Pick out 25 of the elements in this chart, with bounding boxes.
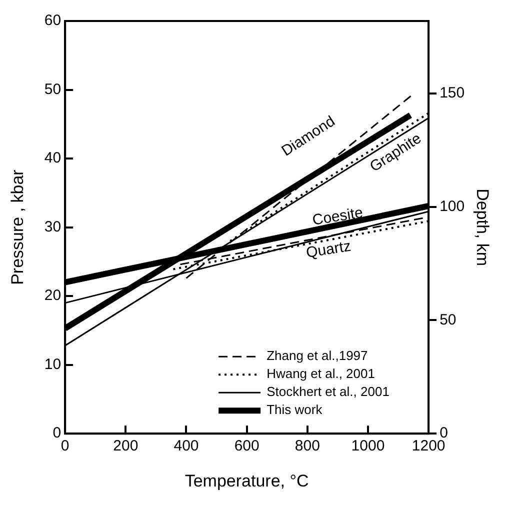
legend-label: Stockhert et al., 2001 <box>266 384 390 400</box>
annotation: Coesite <box>311 204 364 230</box>
x-tick-label: 800 <box>294 438 320 455</box>
y-tick-label: 20 <box>44 287 62 304</box>
y-tick-label: 40 <box>44 150 62 167</box>
x-tick-label: 600 <box>234 438 260 455</box>
y-tick-label: 50 <box>44 80 62 98</box>
annotation: Quartz <box>304 238 352 262</box>
x-axis-title: Temperature, °C <box>184 471 309 490</box>
legend-label: Zhang et al.,1997 <box>266 348 368 364</box>
y-tick-label: 60 <box>44 12 62 30</box>
y-axis-title: Pressure , kbar <box>8 169 27 285</box>
x-tick-label: 200 <box>113 438 138 455</box>
y2-tick-label: 150 <box>440 84 465 102</box>
y2-tick-label: 50 <box>440 311 456 328</box>
y2-axis-title: Depth, km <box>473 188 492 266</box>
x-tick-label: 1000 <box>351 438 385 455</box>
legend-label: This work <box>266 402 323 418</box>
y-tick-label: 0 <box>52 424 62 442</box>
x-tick-label: 400 <box>174 438 199 455</box>
x-tick-label: 1200 <box>412 438 446 455</box>
y-tick-label: 30 <box>44 218 62 236</box>
y-tick-label: 10 <box>44 356 62 373</box>
y2-tick-label: 100 <box>440 198 465 216</box>
legend-label: Hwang et al., 2001 <box>266 366 375 382</box>
